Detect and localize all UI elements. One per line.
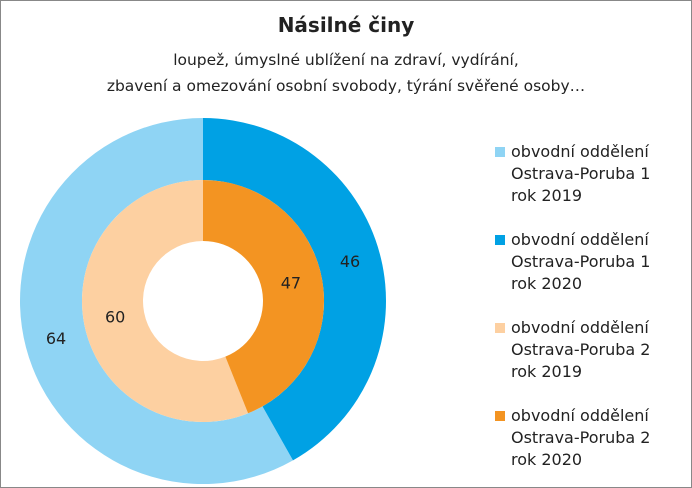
- legend-swatch: [495, 235, 505, 245]
- slice: [81, 179, 249, 423]
- legend-label: obvodní oddělení Ostrava-Poruba 1 rok 20…: [511, 142, 651, 205]
- slice: [20, 118, 293, 484]
- legend-swatch: [495, 323, 505, 333]
- data-label: 46: [340, 252, 360, 271]
- legend-label: obvodní oddělení Ostrava-Poruba 2 rok 20…: [511, 406, 651, 469]
- data-label: 64: [46, 329, 66, 348]
- chart-subtitle: loupež, úmyslné ublížení na zdraví, vydí…: [106, 51, 586, 95]
- legend-label: obvodní oddělení Ostrava-Poruba 1 rok 20…: [511, 230, 651, 293]
- legend-label: obvodní oddělení Ostrava-Poruba 2 rok 20…: [511, 318, 651, 381]
- data-label: 47: [281, 274, 301, 293]
- slice: [203, 180, 324, 414]
- legend-swatch: [495, 147, 505, 157]
- chart-title: Násilné činy: [277, 13, 415, 37]
- legend-swatch: [495, 411, 505, 421]
- slice: [203, 118, 386, 461]
- data-label: 60: [105, 307, 125, 326]
